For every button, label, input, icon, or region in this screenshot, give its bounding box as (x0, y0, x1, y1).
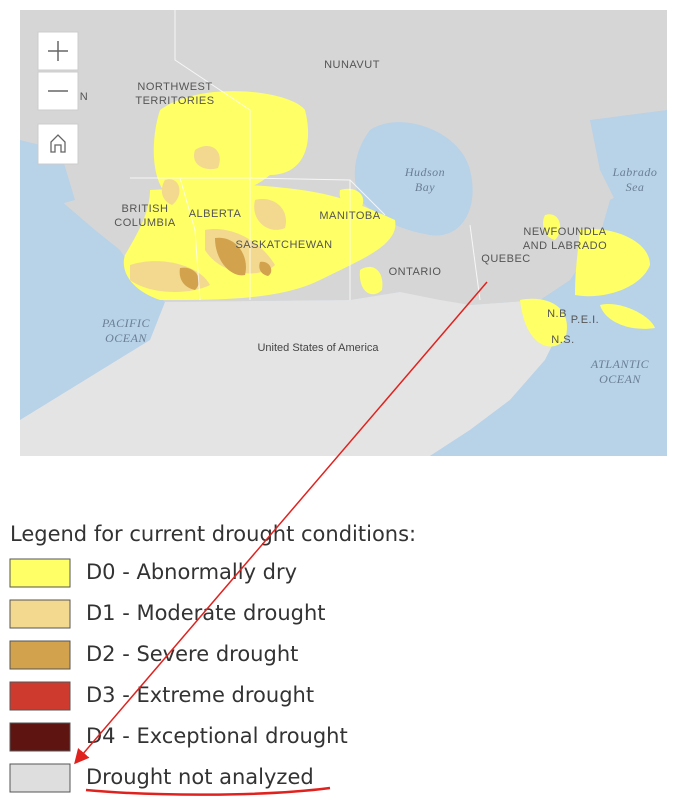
legend-swatch (9, 640, 71, 670)
legend-swatch (9, 681, 71, 711)
drought-d1 (194, 146, 220, 170)
labrador-sea (590, 110, 667, 210)
water-label: Bay (415, 180, 435, 194)
legend-swatch (9, 722, 71, 752)
region-label: ONTARIO (389, 266, 442, 278)
legend-label: Drought not analyzed (86, 765, 314, 789)
drought-d1 (254, 199, 286, 230)
region-label: N (80, 91, 88, 103)
drought-d0 (359, 266, 383, 295)
legend-swatch (9, 763, 71, 793)
drought-d0 (520, 298, 567, 347)
drought-d0 (543, 214, 561, 240)
water-label: PACIFIC (101, 316, 150, 330)
region-label: NORTHWEST (137, 81, 212, 93)
drought-d1 (161, 179, 180, 205)
region-label: AND LABRADO (523, 240, 607, 252)
hudson-bay (354, 122, 473, 236)
region-label: COLUMBIA (114, 217, 176, 229)
water-label: OCEAN (599, 372, 641, 386)
region-label: ALBERTA (189, 208, 242, 220)
plus-icon (48, 41, 68, 61)
legend-label: D1 - Moderate drought (86, 601, 326, 625)
legend-label: D0 - Abnormally dry (86, 560, 297, 584)
annotation-arrow (74, 281, 488, 765)
drought-d0 (339, 188, 364, 211)
home-button[interactable] (37, 123, 79, 165)
atlantic-water (430, 290, 667, 456)
legend-label: D3 - Extreme drought (86, 683, 314, 707)
legend-title: Legend for current drought conditions: (10, 522, 416, 546)
home-icon (50, 134, 66, 153)
region-label: BRITISH (122, 203, 169, 215)
zoom-in-button[interactable] (37, 31, 79, 71)
drought-d0 (153, 91, 309, 200)
drought-areas (123, 91, 655, 347)
region-label: TERRITORIES (135, 95, 214, 107)
legend-swatch (9, 558, 71, 588)
borders (130, 10, 481, 301)
annotation-underline (85, 786, 331, 796)
region-label: MANITOBA (319, 210, 380, 222)
drought-d0 (575, 229, 650, 297)
region-label: NUNAVUT (324, 59, 380, 71)
legend-label: D2 - Severe drought (86, 642, 298, 666)
region-label: N.S. (551, 334, 574, 346)
map[interactable]: NUNAVUT N NORTHWEST TERRITORIES BRITISH COLUM… (20, 10, 667, 456)
zoom-controls (37, 31, 79, 165)
region-label: SASKATCHEWAN (235, 239, 332, 251)
region-label: P.E.I. (571, 314, 599, 326)
drought-d0 (600, 304, 655, 329)
legend-swatch (9, 599, 71, 629)
water-label: OCEAN (105, 331, 147, 345)
country-label: United States of America (257, 342, 379, 354)
region-label: NEWFOUNDLA (523, 226, 606, 238)
map-labels: NUNAVUT N NORTHWEST TERRITORIES BRITISH COLUM… (80, 59, 658, 386)
usa-land (20, 292, 560, 456)
region-label: N.B (547, 308, 567, 320)
legend-label: D4 - Exceptional drought (86, 724, 348, 748)
legend: D0 - Abnormally dry D1 - Moderate drought… (9, 558, 348, 793)
water-label: Sea (626, 180, 645, 194)
water-label: ATLANTIC (590, 357, 650, 371)
water-label: Hudson (404, 165, 445, 179)
water-label: Labrado (612, 165, 658, 179)
drought-d2 (215, 237, 246, 276)
region-label: QUEBEC (481, 253, 530, 265)
drought-d2 (179, 267, 200, 290)
drought-d2 (259, 261, 272, 276)
